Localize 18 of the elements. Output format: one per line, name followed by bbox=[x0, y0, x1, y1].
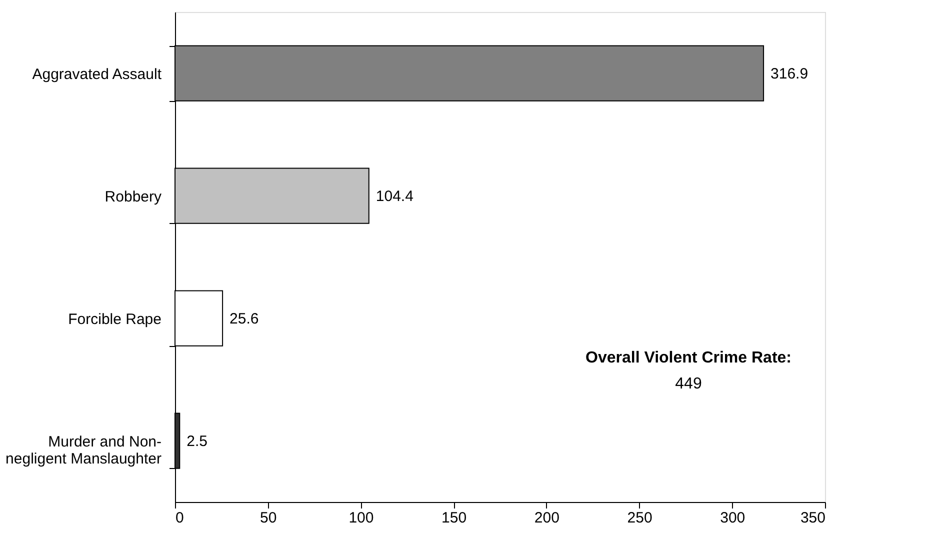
x-tick-label: 150 bbox=[442, 510, 467, 526]
x-tick-label: 100 bbox=[348, 510, 374, 526]
x-tick-label: 0 bbox=[176, 510, 184, 526]
data-label: 25.6 bbox=[230, 310, 259, 328]
x-tick-label: 350 bbox=[800, 510, 826, 526]
x-tick-label: 200 bbox=[534, 510, 560, 526]
data-label: 2.5 bbox=[186, 432, 208, 450]
y-tick-label: Aggravated Assault bbox=[32, 66, 162, 83]
x-tick-label: 50 bbox=[260, 510, 277, 526]
y-tick-label: Robbery bbox=[104, 188, 162, 206]
y-tick-label: Forcible Rape bbox=[68, 310, 162, 328]
data-label: 104.4 bbox=[376, 188, 414, 205]
x-tick-label: 250 bbox=[627, 510, 652, 526]
x-tick-label: 300 bbox=[720, 510, 746, 526]
data-label: 316.9 bbox=[770, 65, 808, 82]
y-tick-label: Murder and Non-negligent Manslaughter bbox=[6, 433, 162, 468]
annotation: Overall Violent Crime Rate: bbox=[586, 349, 792, 366]
annotation: 449 bbox=[675, 375, 702, 392]
